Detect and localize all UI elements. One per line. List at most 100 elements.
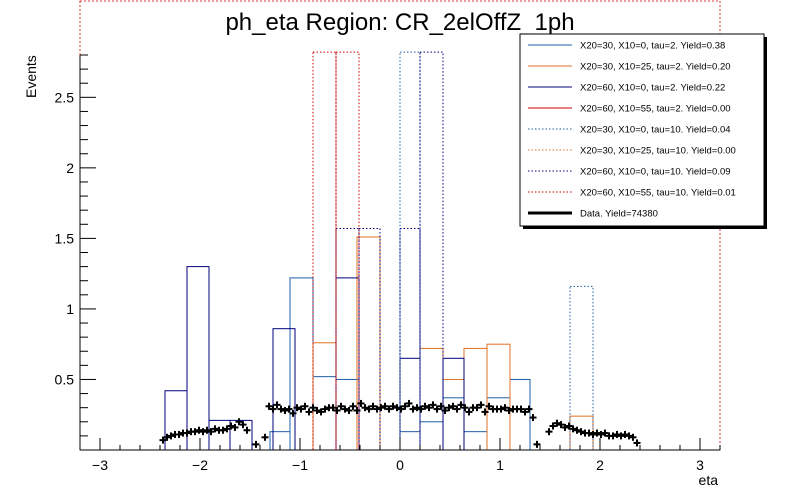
data-point-59 — [401, 402, 409, 410]
data-point-41 — [329, 404, 337, 412]
legend-entry-9: Data. Yield=74380 — [528, 209, 658, 220]
data-point-16 — [219, 426, 227, 434]
data-point-98 — [565, 422, 573, 430]
x-tick-label: 0 — [396, 457, 404, 473]
legend-entry-5: X20=30, X10=0, tau=10. Yield=0.04 — [528, 125, 731, 136]
series-8-group — [312, 51, 360, 451]
data-point-107 — [601, 429, 609, 437]
series-8-bin-2 — [335, 51, 360, 451]
data-point-61 — [409, 405, 417, 413]
data-point-56 — [389, 402, 397, 410]
data-point-79 — [481, 408, 489, 416]
data-point-63 — [417, 405, 425, 413]
data-point-30 — [285, 405, 293, 413]
x-tick-label: −3 — [92, 457, 108, 473]
data-point-49 — [361, 404, 369, 412]
data-point-84 — [501, 404, 509, 412]
data-point-95 — [553, 419, 561, 427]
data-point-39 — [321, 405, 329, 413]
data-point-80 — [485, 402, 493, 410]
data-point-14 — [211, 425, 219, 433]
legend-label: X20=30, X10=0, tau=10. Yield=0.04 — [580, 125, 731, 136]
data-point-42 — [333, 407, 341, 414]
data-point-109 — [609, 432, 617, 440]
data-point-3 — [167, 432, 175, 440]
data-point-73 — [457, 401, 465, 409]
data-point-94 — [549, 422, 557, 430]
data-point-12 — [203, 426, 211, 434]
x-tick-label: −2 — [192, 457, 208, 473]
series-7-bin-3 — [399, 228, 421, 451]
legend-entry-7: X20=60, X10=0, tau=10. Yield=0.09 — [528, 167, 731, 178]
data-point-38 — [317, 408, 325, 416]
data-point-34 — [301, 402, 309, 410]
data-point-74 — [461, 404, 469, 412]
data-point-65 — [425, 404, 433, 412]
data-point-67 — [433, 405, 441, 413]
legend-entry-1: X20=30, X10=0, tau=2. Yield=0.38 — [528, 41, 725, 52]
chart-title: ph_eta Region: CR_2elOffZ_1ph — [225, 9, 574, 36]
data-point-26 — [269, 405, 277, 413]
data-point-27 — [273, 401, 281, 409]
data-point-54 — [381, 402, 389, 410]
data-point-105 — [593, 429, 601, 437]
x-tick-label: 1 — [496, 457, 504, 473]
data-point-21 — [239, 421, 247, 429]
legend-label: X20=60, X10=55, tau=10. Yield=0.01 — [580, 188, 736, 199]
data-point-37 — [313, 407, 321, 414]
data-point-53 — [377, 404, 385, 412]
data-point-44 — [341, 405, 349, 413]
data-point-35 — [305, 408, 313, 416]
data-point-66 — [429, 401, 437, 409]
data-point-77 — [473, 404, 481, 412]
data-point-113 — [625, 432, 633, 440]
y-tick-label: 2.5 — [55, 89, 75, 105]
data-point-110 — [613, 430, 621, 438]
data-point-23 — [252, 440, 260, 448]
data-point-57 — [393, 404, 401, 412]
data-point-9 — [191, 428, 199, 436]
y-tick-label: 2 — [66, 160, 74, 176]
series-5-bin-2 — [569, 285, 594, 451]
data-point-33 — [297, 405, 305, 413]
data-point-103 — [585, 429, 593, 437]
legend-label: X20=60, X10=0, tau=2. Yield=0.22 — [580, 83, 725, 94]
data-point-7 — [183, 429, 191, 437]
legend-label: X20=30, X10=25, tau=2. Yield=0.20 — [580, 62, 731, 73]
x-tick-label: 3 — [696, 457, 704, 473]
data-point-13 — [207, 428, 215, 436]
data-point-43 — [337, 402, 345, 410]
data-point-112 — [621, 430, 629, 438]
y-tick-label: 1.5 — [55, 230, 75, 246]
data-point-72 — [453, 405, 461, 413]
data-point-32 — [293, 404, 301, 412]
legend-entry-8: X20=60, X10=55, tau=10. Yield=0.01 — [528, 188, 736, 199]
data-point-75 — [465, 408, 473, 416]
data-points-layer — [159, 399, 641, 448]
data-point-18 — [227, 422, 235, 430]
series-8-bin-1 — [312, 51, 337, 451]
data-point-31 — [289, 409, 297, 417]
data-point-22 — [243, 426, 251, 434]
data-point-50 — [365, 405, 373, 413]
data-point-47 — [353, 407, 361, 414]
data-point-99 — [569, 425, 577, 433]
data-point-97 — [561, 423, 569, 431]
data-point-88 — [517, 405, 525, 413]
data-point-101 — [577, 428, 585, 436]
data-point-51 — [369, 402, 377, 410]
data-point-10 — [195, 426, 203, 434]
data-point-93 — [545, 428, 553, 436]
y-tick-label: 1 — [66, 301, 74, 317]
data-point-78 — [477, 401, 485, 409]
legend-label: X20=30, X10=25, tau=10. Yield=0.00 — [580, 146, 736, 157]
data-point-11 — [199, 428, 207, 436]
legend-box — [519, 33, 765, 227]
data-point-58 — [397, 405, 405, 413]
data-point-25 — [265, 402, 273, 410]
legend-entry-2: X20=30, X10=25, tau=2. Yield=0.20 — [528, 62, 731, 73]
legend-items: X20=30, X10=0, tau=2. Yield=0.38 X20=30, … — [528, 41, 736, 220]
data-point-91 — [529, 414, 537, 422]
x-axis-label: eta — [699, 472, 719, 488]
